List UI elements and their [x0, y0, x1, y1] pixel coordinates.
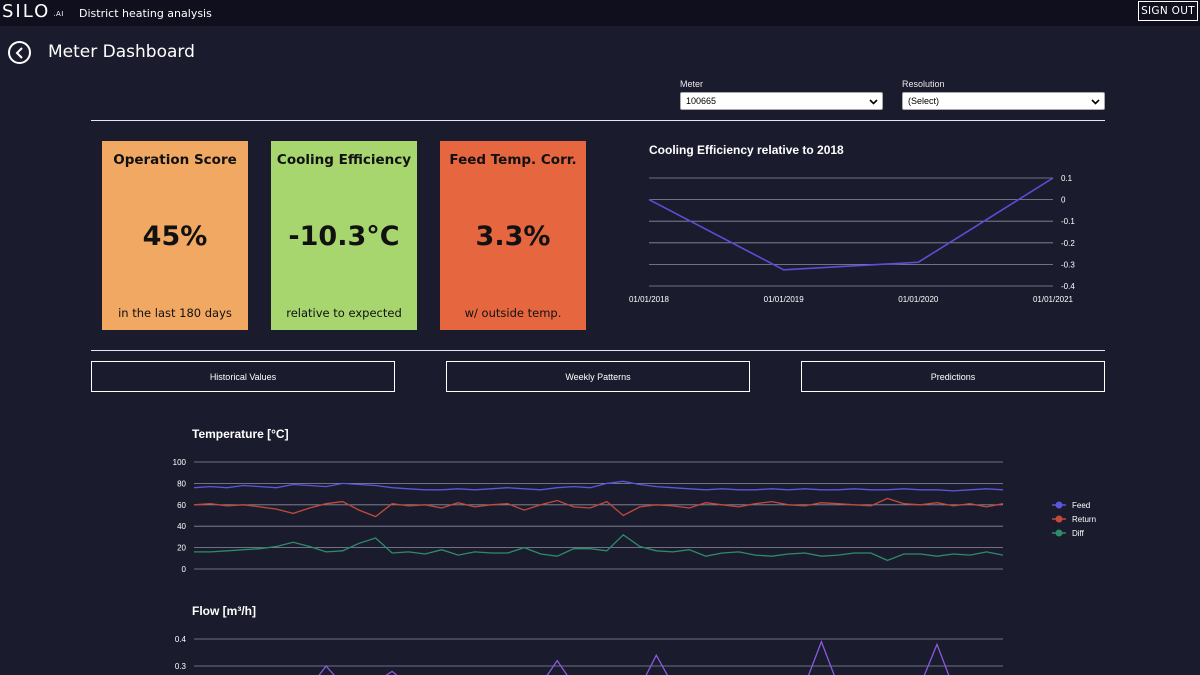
resolution-select[interactable]: (Select)	[902, 92, 1105, 110]
series-line-return	[193, 497, 1004, 518]
page-title: Meter Dashboard	[48, 42, 195, 62]
feed-temp-corr-card: Feed Temp. Corr. 3.3% w/ outside temp.	[440, 141, 586, 330]
x-tick-label: 01/01/2020	[898, 295, 939, 304]
legend-label: Diff	[1072, 529, 1085, 538]
temperature-chart-title: Temperature [°C]	[192, 427, 289, 441]
card-title: Operation Score	[113, 152, 237, 168]
chevron-down-icon	[869, 99, 878, 105]
legend-label: Return	[1072, 515, 1096, 524]
brand-logo[interactable]: SILO .AI	[2, 1, 64, 23]
card-subtitle: w/ outside temp.	[464, 306, 562, 320]
y-tick-label: 40	[177, 522, 186, 531]
chevron-left-icon	[15, 46, 23, 59]
y-tick-label: 0.3	[175, 662, 187, 671]
x-tick-label: 01/01/2018	[629, 295, 670, 304]
sign-out-button[interactable]: SIGN OUT	[1138, 1, 1198, 21]
card-title: Cooling Efficiency	[276, 152, 412, 168]
card-subtitle: relative to expected	[286, 306, 402, 320]
efficiency-chart-title: Cooling Efficiency relative to 2018	[649, 143, 844, 157]
y-tick-label: 0	[182, 565, 187, 574]
y-tick-label: 80	[177, 479, 186, 488]
legend-swatch-dot	[1055, 501, 1063, 509]
flow-series-line	[318, 639, 950, 675]
legend-label: Feed	[1072, 501, 1090, 510]
divider	[91, 350, 1105, 351]
temperature-chart: 100 80 60 40 20 0 Feed Return Diff	[173, 458, 1096, 574]
y-tick-label: 0	[1061, 196, 1066, 205]
legend-swatch-dot	[1055, 515, 1063, 523]
series-line-feed	[193, 480, 1004, 492]
y-tick-label: 100	[173, 458, 187, 467]
back-button[interactable]	[8, 41, 31, 64]
y-tick-label: 0.4	[175, 635, 187, 644]
flow-chart: 0.4 0.3	[175, 635, 1003, 675]
card-subtitle: in the last 180 days	[118, 306, 232, 320]
y-tick-label: -0.1	[1061, 217, 1075, 226]
operation-score-card: Operation Score 45% in the last 180 days	[102, 141, 248, 330]
brand-suffix: .AI	[53, 10, 64, 18]
meter-select[interactable]: 100665	[680, 92, 883, 110]
top-bar: SILO .AI District heating analysis SIGN …	[0, 0, 1200, 26]
legend-swatch-dot	[1055, 529, 1063, 537]
efficiency-series-line	[648, 177, 1054, 271]
app-name: District heating analysis	[79, 7, 212, 20]
y-tick-label: 60	[177, 501, 186, 510]
y-tick-label: -0.4	[1061, 282, 1075, 291]
tab-historical-values[interactable]: Historical Values	[91, 361, 395, 392]
y-tick-label: 20	[177, 544, 186, 553]
y-tick-label: -0.2	[1061, 239, 1075, 248]
card-value: -10.3°C	[288, 221, 400, 252]
resolution-select-value: (Select)	[908, 96, 940, 106]
x-tick-label: 01/01/2021	[1033, 295, 1074, 304]
resolution-label: Resolution	[902, 79, 945, 89]
brand-name: SILO	[2, 1, 51, 22]
meter-label: Meter	[680, 79, 704, 89]
meter-select-value: 100665	[686, 96, 717, 106]
tab-weekly-patterns[interactable]: Weekly Patterns	[446, 361, 750, 392]
series-line-diff	[194, 533, 1004, 562]
card-title: Feed Temp. Corr.	[449, 152, 577, 168]
divider	[91, 120, 1105, 121]
tab-predictions[interactable]: Predictions	[801, 361, 1105, 392]
cooling-efficiency-card: Cooling Efficiency -10.3°C relative to e…	[271, 141, 417, 330]
card-value: 45%	[142, 221, 208, 252]
card-value: 3.3%	[475, 221, 551, 252]
y-tick-label: -0.3	[1061, 260, 1075, 269]
y-tick-label: 0.1	[1061, 174, 1073, 183]
flow-chart-title: Flow [m³/h]	[192, 604, 256, 618]
chevron-down-icon	[1091, 99, 1100, 105]
x-tick-label: 01/01/2019	[764, 295, 805, 304]
efficiency-chart: 0.1 0 -0.1 -0.2 -0.3 -0.4 01/01/2018 01/01/2019…	[629, 174, 1075, 304]
